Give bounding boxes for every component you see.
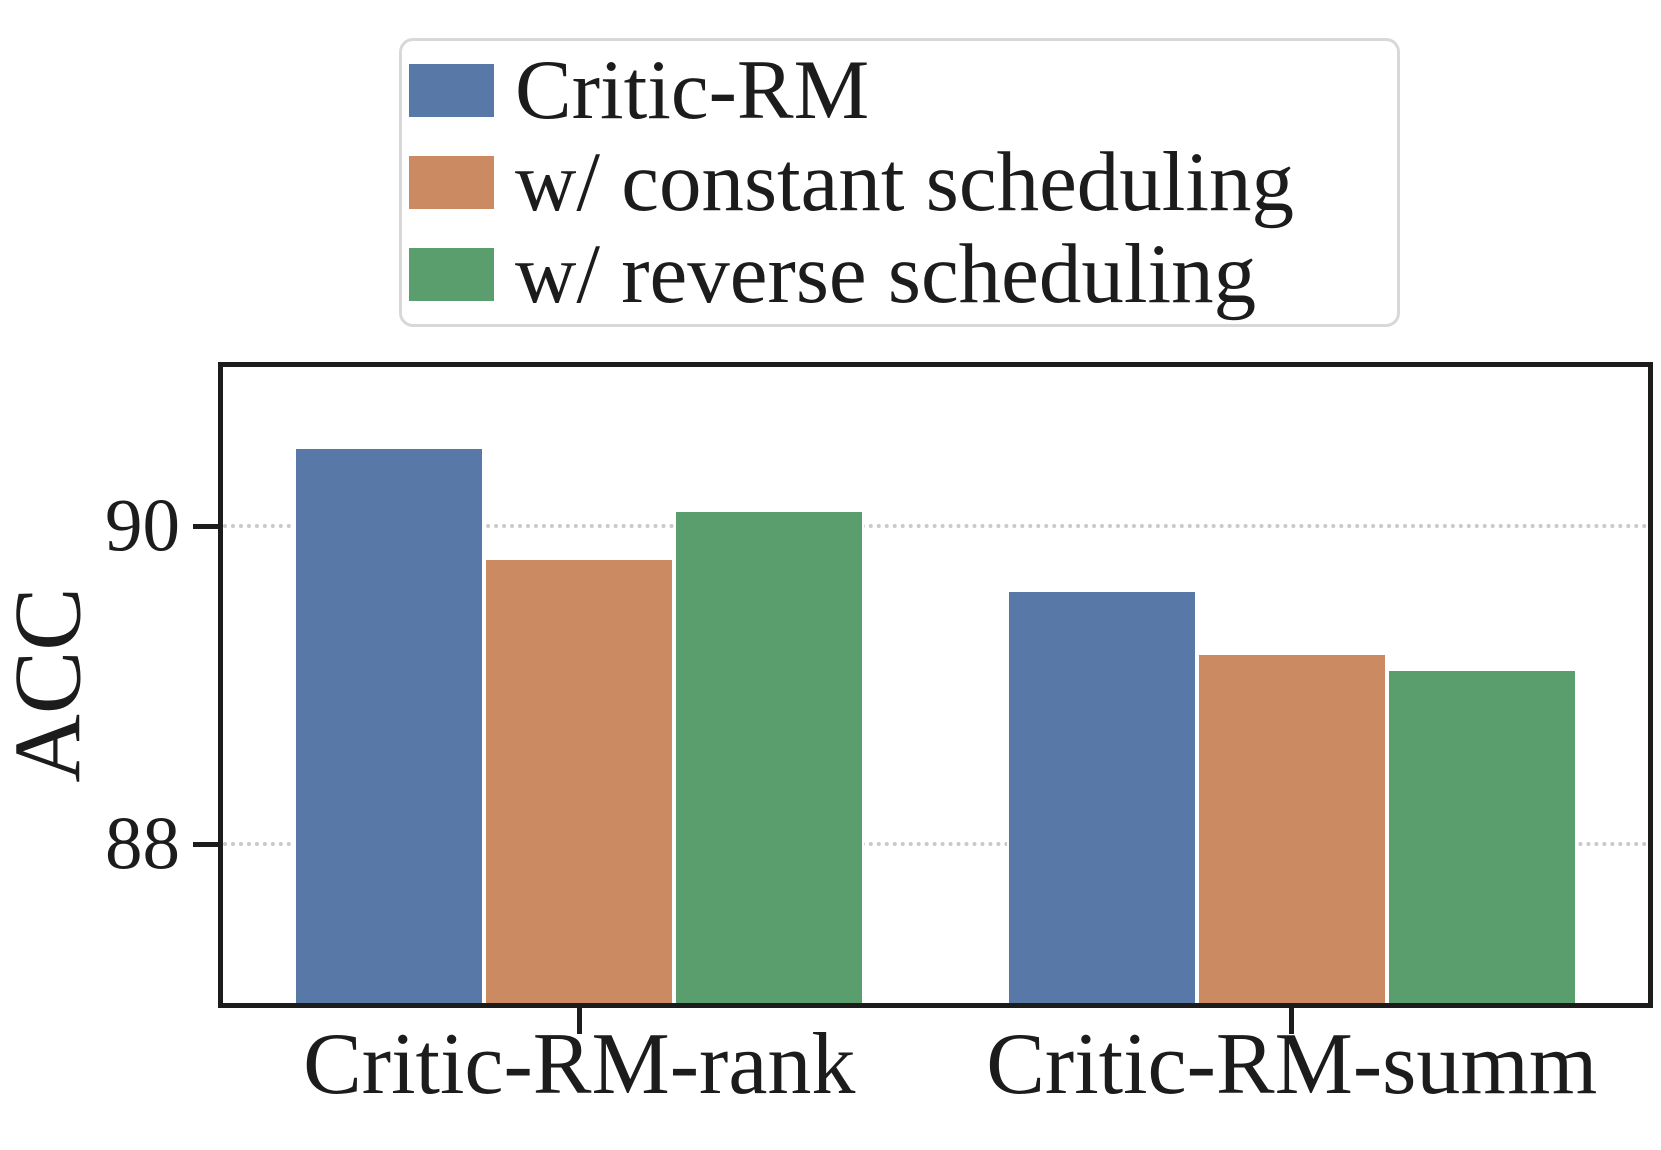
plot-area: [218, 362, 1653, 1008]
y-tick-label-88: 88: [105, 802, 180, 886]
x-tick-label-Critic-RM-summ: Critic-RM-summ: [986, 1016, 1598, 1113]
y-tick-label-90: 90: [105, 484, 180, 568]
legend-item-1: w/ constant scheduling: [409, 137, 1397, 229]
legend-swatch-icon: [409, 156, 494, 209]
legend-item-0: Critic-RM: [409, 45, 1397, 137]
bar-Critic-RM-summ-w/ reverse scheduling: [1386, 669, 1577, 1003]
legend-item-2: w/ reverse scheduling: [409, 229, 1397, 321]
legend-swatch-icon: [409, 64, 494, 117]
legend-item-label: w/ constant scheduling: [515, 135, 1295, 229]
legend-swatch-icon: [409, 248, 494, 301]
legend-item-label: Critic-RM: [515, 43, 870, 137]
bar-Critic-RM-summ-w/ constant scheduling: [1196, 653, 1387, 1003]
y-gridline-88: [223, 842, 1648, 846]
y-axis-label: ACC: [0, 587, 101, 783]
y-tick-90: [193, 523, 223, 529]
legend-item-label: w/ reverse scheduling: [515, 227, 1257, 321]
bar-Critic-RM-rank-w/ reverse scheduling: [674, 510, 865, 1003]
bar-Critic-RM-rank-Critic-RM: [294, 446, 485, 1003]
legend: Critic-RM w/ constant scheduling w/ revers…: [399, 38, 1400, 327]
x-tick-Critic-RM-summ: [1289, 1008, 1295, 1034]
y-tick-88: [193, 841, 223, 847]
x-tick-Critic-RM-rank: [576, 1008, 582, 1034]
y-gridline-90: [223, 524, 1648, 528]
bar-Critic-RM-rank-w/ constant scheduling: [484, 557, 675, 1003]
x-tick-label-Critic-RM-rank: Critic-RM-rank: [303, 1016, 856, 1113]
bar-Critic-RM-summ-Critic-RM: [1006, 589, 1197, 1003]
